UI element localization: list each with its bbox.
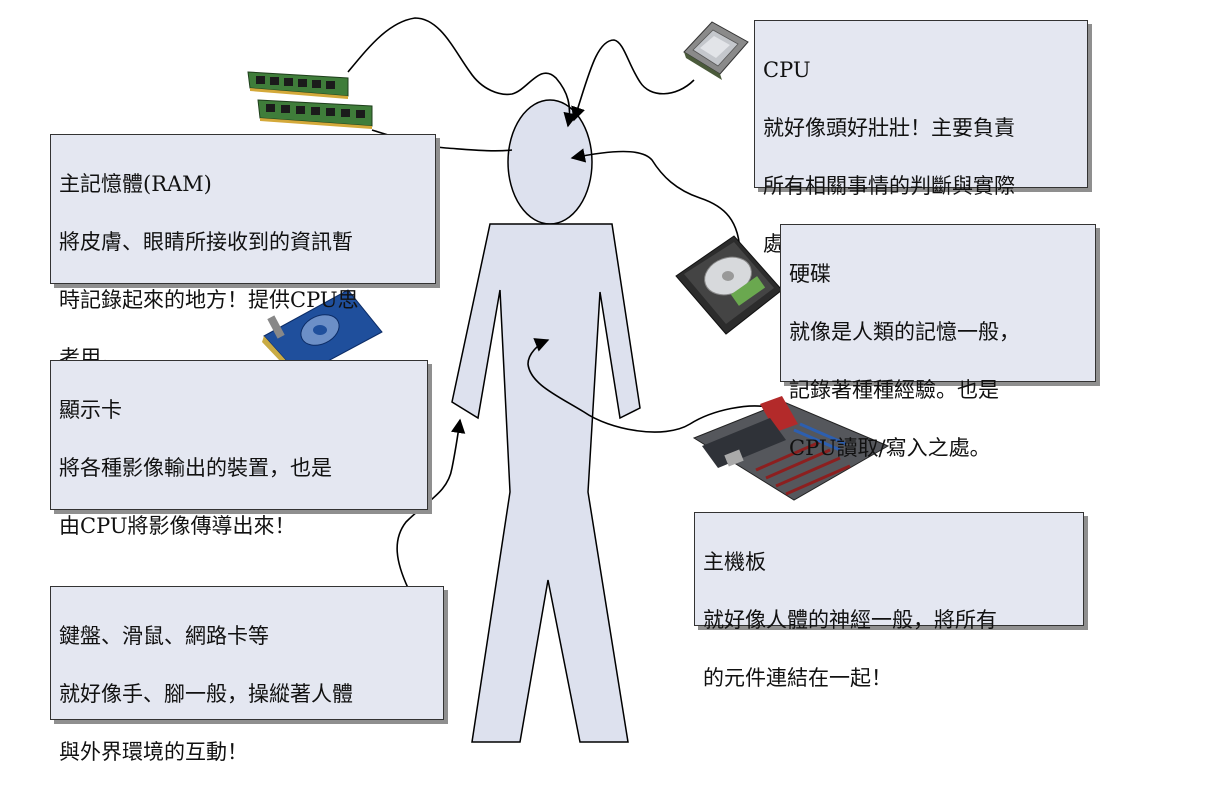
hdd-line-3: CPU讀取/寫入之處。 xyxy=(789,436,991,460)
cpu-line-2: 所有相關事情的判斷與實際 xyxy=(763,174,1015,198)
hdd-line-1: 就像是人類的記憶一般， xyxy=(789,320,1020,344)
hdd-connector xyxy=(570,148,741,257)
io-title: 鍵盤、滑鼠、網路卡等 xyxy=(59,624,269,648)
gpu-line-2: 由CPU將影像傳導出來！ xyxy=(59,514,296,538)
human-head xyxy=(507,99,593,225)
motherboard-description-box: 主機板 就好像人體的神經一般，將所有 的元件連結在一起！ xyxy=(694,512,1084,690)
io-description-box: 鍵盤、滑鼠、網路卡等 就好像手、腳一般，操縱著人體 與外界環境的互動！ xyxy=(50,586,444,764)
io-line-2: 與外界環境的互動！ xyxy=(59,740,248,764)
cpu-description-box: CPU 就好像頭好壯壯！主要負責 所有相關事情的判斷與實際 處理的機制等等。 xyxy=(754,20,1088,256)
io-line-1: 就好像手、腳一般，操縱著人體 xyxy=(59,682,353,706)
hdd-title: 硬碟 xyxy=(789,262,831,286)
cpu-title: CPU xyxy=(763,58,811,82)
gpu-description-box: 顯示卡 將各種影像輸出的裝置，也是 由CPU將影像傳導出來！ xyxy=(50,360,428,538)
human-body xyxy=(451,223,641,743)
motherboard-title: 主機板 xyxy=(703,550,766,574)
gpu-title: 顯示卡 xyxy=(59,398,122,422)
motherboard-line-2: 的元件連結在一起！ xyxy=(703,666,892,690)
ram-line-2: 時記錄起來的地方！提供CPU思 xyxy=(59,288,359,312)
motherboard-connector xyxy=(527,338,773,433)
cpu-connector xyxy=(571,39,695,122)
cpu-line-1: 就好像頭好壯壯！主要負責 xyxy=(763,116,1015,140)
computer-human-analogy-diagram: CPU 就好像頭好壯壯！主要負責 所有相關事情的判斷與實際 處理的機制等等。 主… xyxy=(50,17,1096,764)
gpu-line-1: 將各種影像輸出的裝置，也是 xyxy=(59,456,332,480)
motherboard-line-1: 就好像人體的神經一般，將所有 xyxy=(703,608,997,632)
hdd-line-2: 記錄著種種經驗。也是 xyxy=(789,378,999,402)
ram-title: 主記憶體(RAM) xyxy=(59,172,212,196)
motherboard-icon xyxy=(692,396,890,501)
cpu-chip-icon xyxy=(683,21,749,80)
ram-module-icon xyxy=(247,71,373,129)
graphics-card-icon xyxy=(262,289,383,382)
diagram-graphics xyxy=(247,17,890,743)
hdd-description-box: 硬碟 就像是人類的記憶一般， 記錄著種種經驗。也是 CPU讀取/寫入之處。 xyxy=(780,224,1096,460)
ram-connector xyxy=(347,17,578,128)
ram-description-box: 主記憶體(RAM) 將皮膚、眼睛所接收到的資訊暫 時記錄起來的地方！提供CPU思… xyxy=(50,134,436,370)
connectors xyxy=(347,17,773,589)
human-figure xyxy=(451,99,641,743)
hard-disk-icon xyxy=(675,235,783,335)
io-connector xyxy=(396,418,466,589)
ram-line-1: 將皮膚、眼睛所接收到的資訊暫 xyxy=(59,230,353,254)
